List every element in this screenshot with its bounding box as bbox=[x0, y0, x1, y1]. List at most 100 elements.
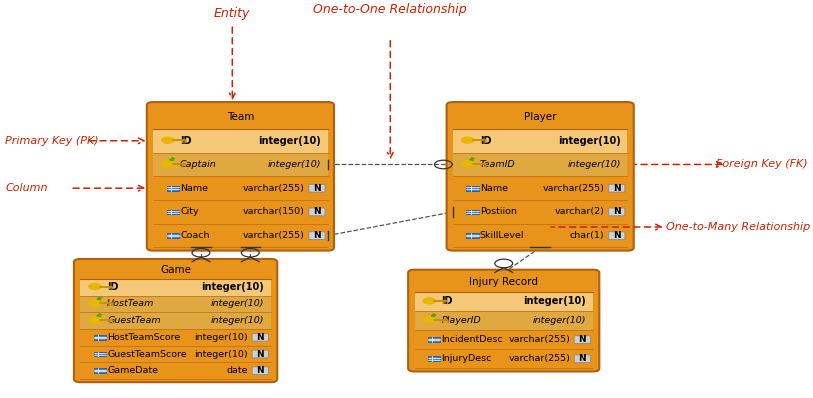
FancyBboxPatch shape bbox=[252, 334, 268, 341]
Text: integer(10): integer(10) bbox=[267, 160, 321, 169]
FancyBboxPatch shape bbox=[467, 186, 479, 191]
FancyBboxPatch shape bbox=[428, 357, 441, 361]
Text: N: N bbox=[613, 184, 620, 193]
Text: ID: ID bbox=[441, 297, 453, 306]
FancyBboxPatch shape bbox=[446, 102, 634, 251]
Circle shape bbox=[462, 137, 474, 143]
Polygon shape bbox=[453, 152, 628, 176]
Text: SkillLevel: SkillLevel bbox=[480, 231, 524, 240]
Text: N: N bbox=[313, 231, 321, 240]
Text: Name: Name bbox=[180, 184, 208, 193]
Text: integer(10): integer(10) bbox=[259, 136, 321, 146]
Text: Team: Team bbox=[227, 112, 254, 122]
Text: Name: Name bbox=[480, 184, 508, 193]
Text: Game: Game bbox=[160, 265, 191, 275]
Text: One-to-One Relationship: One-to-One Relationship bbox=[314, 4, 467, 16]
Polygon shape bbox=[80, 279, 271, 296]
Polygon shape bbox=[415, 273, 593, 292]
Circle shape bbox=[423, 298, 436, 304]
Text: date: date bbox=[227, 366, 248, 375]
Polygon shape bbox=[80, 345, 271, 362]
FancyBboxPatch shape bbox=[167, 210, 179, 214]
Circle shape bbox=[89, 300, 101, 306]
Text: ID: ID bbox=[107, 282, 119, 292]
Text: integer(10): integer(10) bbox=[202, 282, 264, 292]
Circle shape bbox=[162, 161, 174, 167]
Text: N: N bbox=[313, 207, 321, 217]
Text: N: N bbox=[613, 207, 620, 217]
Polygon shape bbox=[415, 349, 593, 368]
Polygon shape bbox=[453, 200, 628, 224]
Text: varchar(2): varchar(2) bbox=[554, 207, 605, 217]
Text: varchar(255): varchar(255) bbox=[243, 231, 305, 240]
Text: GuestTeam: GuestTeam bbox=[107, 316, 161, 325]
Text: integer(10): integer(10) bbox=[194, 333, 248, 342]
FancyBboxPatch shape bbox=[574, 336, 590, 343]
Text: N: N bbox=[256, 366, 264, 375]
Polygon shape bbox=[415, 330, 593, 349]
Text: Injury Record: Injury Record bbox=[469, 277, 538, 287]
Polygon shape bbox=[154, 105, 328, 129]
FancyBboxPatch shape bbox=[252, 350, 268, 358]
FancyBboxPatch shape bbox=[74, 259, 277, 382]
Text: Entity: Entity bbox=[214, 8, 250, 20]
Text: N: N bbox=[313, 184, 321, 193]
FancyBboxPatch shape bbox=[428, 338, 441, 342]
Circle shape bbox=[462, 161, 474, 167]
Text: ID: ID bbox=[480, 136, 491, 146]
Polygon shape bbox=[154, 176, 328, 200]
FancyBboxPatch shape bbox=[167, 233, 179, 238]
Polygon shape bbox=[154, 200, 328, 224]
Polygon shape bbox=[80, 329, 271, 345]
FancyBboxPatch shape bbox=[408, 270, 599, 371]
Circle shape bbox=[89, 317, 101, 323]
FancyBboxPatch shape bbox=[93, 352, 107, 356]
FancyBboxPatch shape bbox=[309, 208, 325, 216]
Text: varchar(255): varchar(255) bbox=[243, 184, 305, 193]
FancyBboxPatch shape bbox=[609, 232, 625, 240]
FancyBboxPatch shape bbox=[309, 232, 325, 240]
Polygon shape bbox=[453, 105, 628, 129]
FancyBboxPatch shape bbox=[167, 186, 179, 191]
FancyBboxPatch shape bbox=[252, 367, 268, 375]
Text: integer(10): integer(10) bbox=[194, 349, 248, 359]
Polygon shape bbox=[154, 152, 328, 176]
Polygon shape bbox=[154, 224, 328, 248]
Text: TeamID: TeamID bbox=[480, 160, 515, 169]
Text: varchar(255): varchar(255) bbox=[508, 354, 570, 363]
Polygon shape bbox=[453, 129, 628, 152]
Text: HostTeam: HostTeam bbox=[107, 299, 154, 308]
FancyBboxPatch shape bbox=[467, 233, 479, 238]
Polygon shape bbox=[415, 292, 593, 311]
Circle shape bbox=[423, 317, 436, 323]
Text: Coach: Coach bbox=[180, 231, 210, 240]
Text: integer(10): integer(10) bbox=[533, 316, 586, 325]
Text: integer(10): integer(10) bbox=[558, 136, 621, 146]
Text: N: N bbox=[579, 335, 586, 344]
Text: integer(10): integer(10) bbox=[524, 297, 586, 306]
Text: One-to-Many Relationship: One-to-Many Relationship bbox=[666, 222, 810, 232]
FancyBboxPatch shape bbox=[609, 184, 625, 192]
Polygon shape bbox=[80, 312, 271, 329]
Text: integer(10): integer(10) bbox=[211, 299, 264, 308]
Text: Postiion: Postiion bbox=[480, 207, 517, 217]
Text: PlayerID: PlayerID bbox=[441, 316, 481, 325]
Text: Primary Key (PK): Primary Key (PK) bbox=[6, 136, 99, 146]
Text: varchar(255): varchar(255) bbox=[508, 335, 570, 344]
FancyBboxPatch shape bbox=[93, 369, 107, 373]
FancyBboxPatch shape bbox=[574, 355, 590, 363]
Text: varchar(150): varchar(150) bbox=[243, 207, 305, 217]
Text: ID: ID bbox=[180, 136, 192, 146]
Text: InjuryDesc: InjuryDesc bbox=[441, 354, 492, 363]
Polygon shape bbox=[80, 362, 271, 379]
Text: N: N bbox=[256, 333, 264, 342]
Text: Foreign Key (FK): Foreign Key (FK) bbox=[716, 160, 807, 170]
Text: char(1): char(1) bbox=[570, 231, 605, 240]
FancyBboxPatch shape bbox=[609, 208, 625, 216]
Polygon shape bbox=[80, 262, 271, 279]
Text: Captain: Captain bbox=[180, 160, 217, 169]
FancyBboxPatch shape bbox=[147, 102, 334, 251]
Polygon shape bbox=[453, 176, 628, 200]
Text: Player: Player bbox=[524, 112, 556, 122]
Polygon shape bbox=[80, 296, 271, 312]
